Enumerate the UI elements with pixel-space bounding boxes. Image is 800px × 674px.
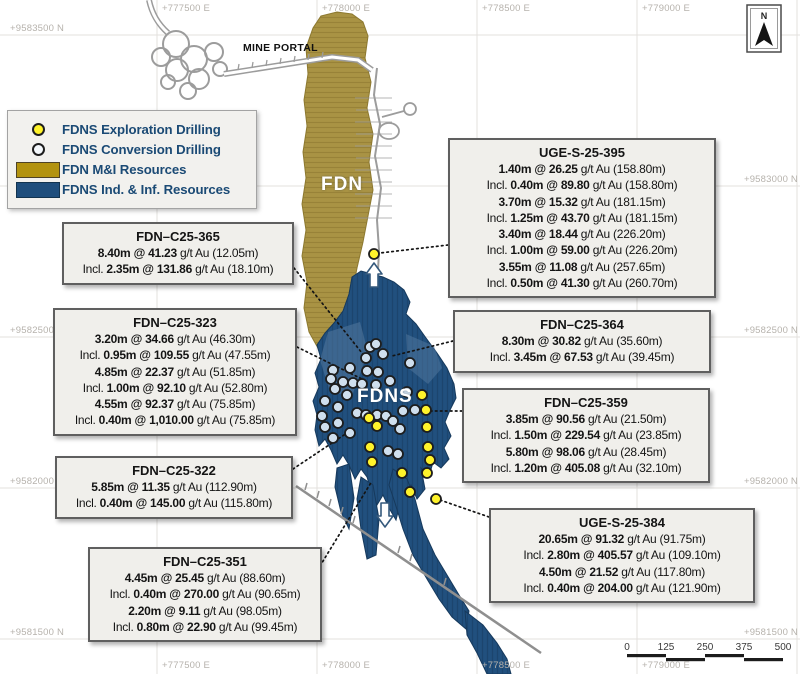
leader-line-FDN-C25-323	[296, 346, 365, 381]
legend-item-label: FDNS Exploration Drilling	[62, 122, 221, 137]
scale-bar-segment	[744, 658, 783, 662]
conversion-drill-hole	[327, 432, 339, 444]
conversion-drill-hole	[397, 405, 409, 417]
legend-item: FDNS Exploration Drilling	[14, 120, 248, 139]
conversion-drill-hole	[377, 348, 389, 360]
scale-bar-label: 500	[775, 642, 792, 653]
legend-item: FDNS Ind. & Inf. Resources	[14, 180, 248, 199]
legend-item: FDN M&I Resources	[14, 160, 248, 179]
leader-line-UGE-S-25-395	[379, 244, 449, 254]
conversion-drill-hole	[341, 389, 353, 401]
conversion-drill-hole	[394, 423, 406, 435]
scale-bar-label: 375	[736, 642, 753, 653]
exploration-drill-hole	[416, 389, 428, 401]
conversion-drill-hole	[401, 386, 413, 398]
exploration-drill-hole	[422, 441, 434, 453]
exploration-drill-hole	[421, 467, 433, 479]
exploration-drill-hole	[364, 441, 376, 453]
conversion-dot-icon	[14, 143, 62, 156]
north-arrow: N	[746, 4, 782, 53]
fault-line	[295, 482, 542, 655]
leader-line-UGE-S-25-384	[439, 499, 490, 518]
conversion-drill-hole	[325, 373, 337, 385]
exploration-drill-hole	[368, 248, 380, 260]
conversion-drill-hole	[392, 448, 404, 460]
conversion-drill-hole	[319, 395, 331, 407]
conversion-drill-hole	[382, 445, 394, 457]
conversion-drill-hole	[370, 338, 382, 350]
legend-item: FDNS Conversion Drilling	[14, 140, 248, 159]
scale-bar-segment	[666, 658, 705, 662]
conversion-drill-hole	[319, 421, 331, 433]
exploration-drill-hole	[421, 421, 433, 433]
legend-item-label: FDNS Conversion Drilling	[62, 142, 221, 157]
legend: FDNS Exploration Drilling FDNS Conversion…	[7, 110, 257, 209]
conversion-drill-hole	[344, 362, 356, 374]
exploration-drill-hole	[371, 420, 383, 432]
legend-item-label: FDN M&I Resources	[62, 162, 187, 177]
exploration-dot-icon	[14, 123, 62, 136]
exploration-drill-hole	[424, 454, 436, 466]
conversion-drill-hole	[356, 378, 368, 390]
indinf-swatch-icon	[14, 181, 62, 198]
leader-line-FDN-C25-365	[293, 267, 367, 359]
scale-bar-label: 250	[697, 642, 714, 653]
exploration-drill-hole	[396, 467, 408, 479]
conversion-drill-hole	[344, 427, 356, 439]
exploration-drill-hole	[430, 493, 442, 505]
legend-item-label: FDNS Ind. & Inf. Resources	[62, 182, 231, 197]
conversion-drill-hole	[332, 417, 344, 429]
exploration-drill-hole	[404, 486, 416, 498]
leader-line-FDN-C25-364	[391, 340, 454, 357]
conversion-drill-hole	[387, 415, 399, 427]
exploration-drill-hole	[366, 456, 378, 468]
scale-bar: 0 125 250 375 500	[624, 642, 792, 662]
conversion-drill-hole	[404, 357, 416, 369]
exploration-drill-hole	[363, 412, 375, 424]
conversion-drill-hole	[329, 383, 341, 395]
trend-arrows	[365, 262, 394, 528]
conversion-drill-hole	[316, 410, 328, 422]
leader-line-FDN-C25-351	[319, 480, 373, 567]
conversion-drill-hole	[361, 365, 373, 377]
conversion-drill-hole	[360, 352, 372, 364]
north-letter: N	[761, 11, 768, 21]
conversion-drill-hole	[332, 401, 344, 413]
conversion-drill-hole	[384, 375, 396, 387]
arrow-up	[365, 262, 383, 288]
conversion-drill-hole	[370, 379, 382, 391]
scale-bar-label: 125	[658, 642, 675, 653]
conversion-drill-hole	[372, 366, 384, 378]
drill-hole-collars	[316, 248, 442, 505]
scale-bar-label: 0	[624, 642, 630, 653]
conversion-drill-hole	[409, 404, 421, 416]
scale-bar-segment	[627, 654, 666, 658]
mi-swatch-icon	[14, 161, 62, 178]
exploration-drill-hole	[420, 404, 432, 416]
scale-bar-segment	[705, 654, 744, 658]
arrow-down	[376, 502, 394, 528]
mine-workings	[146, 0, 417, 272]
